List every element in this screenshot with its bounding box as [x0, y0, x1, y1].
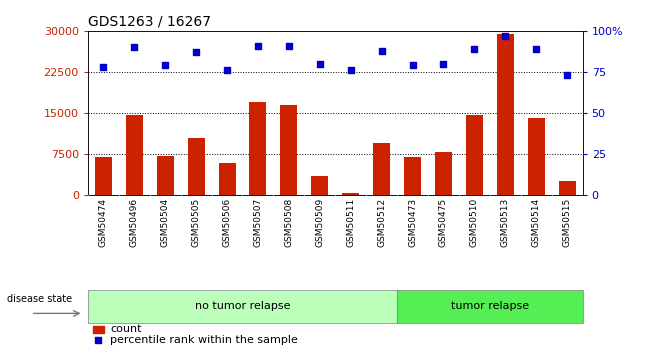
Text: GSM50512: GSM50512	[377, 198, 386, 247]
Text: tumor relapse: tumor relapse	[450, 301, 529, 311]
Text: GSM50475: GSM50475	[439, 198, 448, 247]
Text: GSM50510: GSM50510	[470, 198, 479, 247]
Bar	[528, 118, 545, 195]
Text: GSM50508: GSM50508	[284, 198, 294, 247]
Bar	[435, 152, 452, 195]
Point	[222, 68, 232, 73]
Text: count: count	[110, 324, 142, 334]
Bar	[249, 102, 266, 195]
Text: GSM50507: GSM50507	[253, 198, 262, 247]
Point	[408, 63, 418, 68]
Bar	[342, 193, 359, 195]
Bar	[311, 176, 328, 195]
Text: GSM50513: GSM50513	[501, 198, 510, 247]
Text: GDS1263 / 16267: GDS1263 / 16267	[88, 14, 211, 29]
Point	[376, 48, 387, 53]
Bar	[281, 105, 298, 195]
Text: GSM50515: GSM50515	[562, 198, 572, 247]
Point	[346, 68, 356, 73]
Bar	[397, 290, 583, 323]
Point	[438, 61, 449, 67]
Text: disease state: disease state	[7, 294, 72, 304]
Bar	[404, 157, 421, 195]
Bar	[373, 143, 390, 195]
Point	[314, 61, 325, 67]
Text: GSM50514: GSM50514	[532, 198, 541, 247]
Text: GSM50474: GSM50474	[99, 198, 108, 247]
Bar	[559, 181, 575, 195]
Text: GSM50506: GSM50506	[223, 198, 232, 247]
Text: GSM50496: GSM50496	[130, 198, 139, 247]
Bar	[466, 115, 483, 195]
Text: GSM50511: GSM50511	[346, 198, 355, 247]
Point	[160, 63, 171, 68]
Point	[129, 45, 139, 50]
Bar	[187, 138, 204, 195]
Text: GSM50473: GSM50473	[408, 198, 417, 247]
Bar	[126, 115, 143, 195]
Point	[469, 46, 480, 52]
Point	[98, 64, 109, 70]
Bar	[93, 326, 104, 333]
Text: GSM50505: GSM50505	[191, 198, 201, 247]
Point	[531, 46, 542, 52]
Point	[500, 33, 510, 39]
Point	[93, 337, 104, 343]
Bar	[88, 290, 397, 323]
Point	[253, 43, 263, 49]
Bar	[95, 157, 112, 195]
Text: GSM50504: GSM50504	[161, 198, 170, 247]
Bar	[219, 163, 236, 195]
Text: GSM50509: GSM50509	[315, 198, 324, 247]
Point	[284, 43, 294, 49]
Bar	[157, 156, 174, 195]
Text: percentile rank within the sample: percentile rank within the sample	[110, 335, 298, 345]
Point	[191, 50, 201, 55]
Bar	[497, 34, 514, 195]
Text: no tumor relapse: no tumor relapse	[195, 301, 290, 311]
Point	[562, 72, 572, 78]
